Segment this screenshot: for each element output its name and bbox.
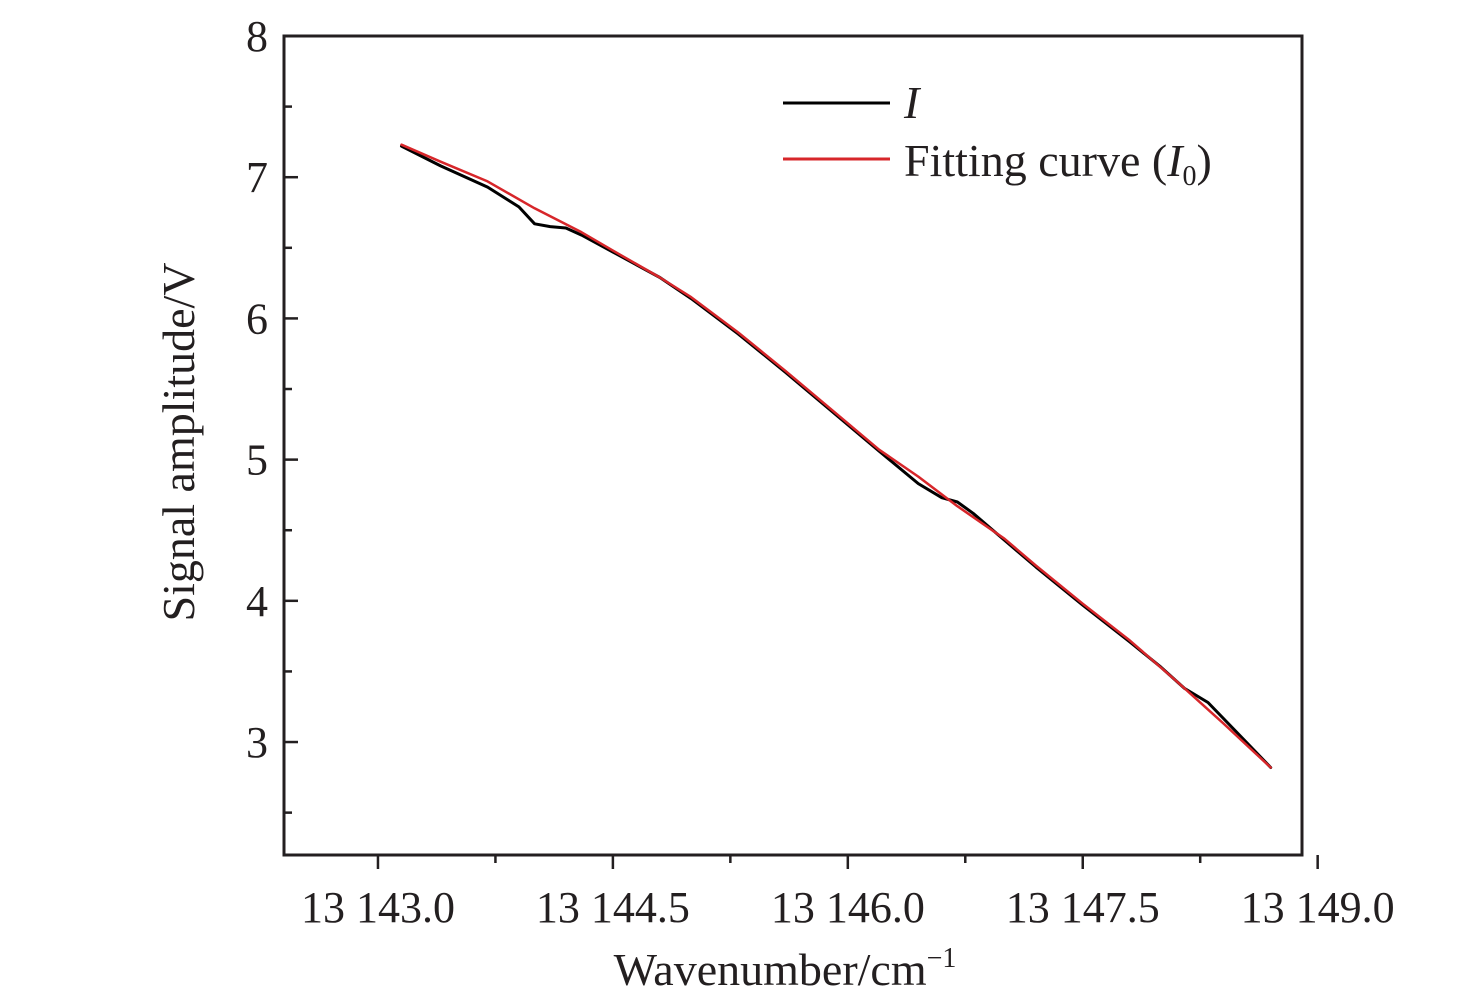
x-tick-label: 13 146.0 <box>771 883 925 932</box>
series-line-i <box>400 144 1273 769</box>
y-tick-label: 5 <box>246 436 268 485</box>
y-tick-label: 8 <box>246 12 268 61</box>
y-tick-label: 3 <box>246 718 268 767</box>
y-tick-label: 4 <box>246 577 268 626</box>
x-axis-title-superscript: −1 <box>927 943 957 974</box>
plot-area: 3 4 5 6 7 8 13 143.0 13 144.5 13 146.0 13 147.5 13… <box>246 12 1395 932</box>
x-axis-title: Wavenumber/cm−1 <box>614 943 957 995</box>
legend-label-i: I <box>903 77 922 128</box>
x-tick-label: 13 149.0 <box>1241 883 1395 932</box>
x-tick-label: 13 147.5 <box>1006 883 1160 932</box>
legend-label-fitting-curve: Fitting curve (I0) <box>904 135 1212 192</box>
x-tick-label: 13 144.5 <box>536 883 690 932</box>
series-line-fitting-curve <box>400 143 1272 769</box>
y-tick-label: 7 <box>246 153 268 202</box>
x-tick-label: 13 143.0 <box>301 883 455 932</box>
y-axis-title: Signal amplitude/V <box>153 262 204 621</box>
legend: I Fitting curve (I0) <box>783 77 1212 192</box>
plot-frame <box>282 34 1304 857</box>
y-tick-label: 6 <box>246 294 268 343</box>
